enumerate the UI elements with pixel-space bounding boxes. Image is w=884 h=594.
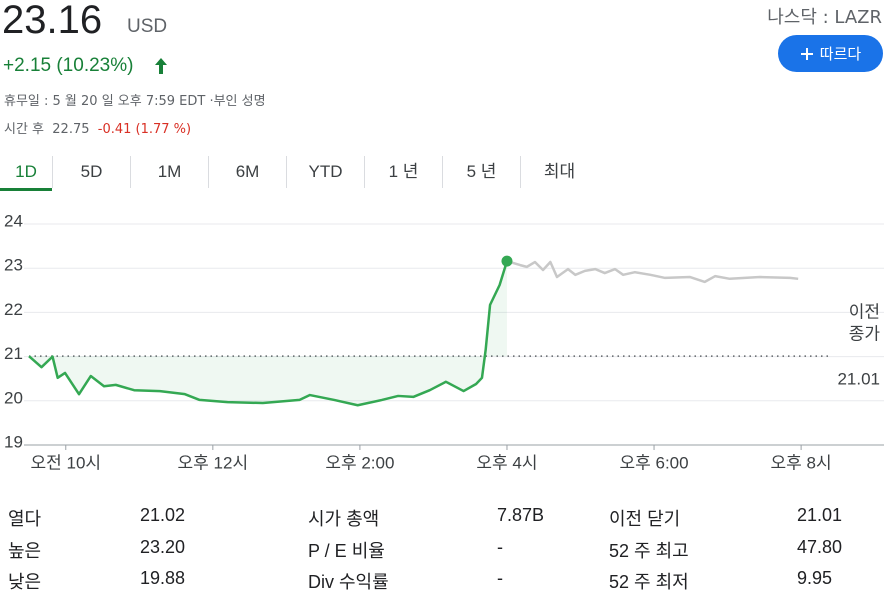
y-tick-label: 22 (4, 300, 23, 319)
range-tab[interactable]: 1 년 (364, 156, 442, 188)
price-line (506, 259, 799, 284)
y-tick-label: 21 (4, 344, 23, 363)
range-tab[interactable]: YTD (286, 156, 364, 188)
currency: USD (127, 16, 168, 37)
previous-close-label: 종가 (849, 325, 881, 344)
area (29, 261, 507, 406)
range-tab[interactable]: 1M (130, 156, 208, 188)
chart: 19 20 21 22 23 24 오전 10시 오후 12시 오후 2:00 오후 4시 오후 6… (4, 211, 884, 472)
stat-value: - (497, 568, 503, 588)
price: 23.16 (2, 0, 103, 42)
market-status: 휴무일 : 5 월 20 일 오후 7:59 EDT ·부인 성명 (4, 94, 266, 109)
stat-label: P / E 비율 (308, 541, 385, 561)
stat-label: 52 주 최고 (609, 541, 689, 561)
y-tick-label: 23 (4, 256, 23, 275)
x-tick-label: 오후 8시 (771, 453, 832, 472)
y-tick-label: 20 (4, 388, 23, 407)
stat-label: 높은 (8, 541, 42, 561)
plus-icon (800, 47, 813, 60)
stat-value: 47.80 (797, 537, 843, 557)
stat-value: 9.95 (797, 568, 833, 588)
after-hours-label: 시간 후 (4, 122, 45, 137)
up-arrow (155, 58, 167, 74)
after-hours-price: 22.75 (52, 122, 90, 137)
stat-label: 52 주 최저 (609, 572, 689, 592)
stat-label: 시가 총액 (308, 509, 380, 529)
price-line (28, 260, 509, 407)
after-hours: 시간 후 22.75 -0.41 (1.77 %) (4, 118, 191, 137)
stat-label: Div 수익률 (308, 572, 389, 592)
y-tick-label: 24 (4, 211, 23, 230)
exchange: 나스닥 : LAZR (767, 7, 882, 28)
x-tick-label: 오후 2:00 (325, 453, 394, 472)
range-tab[interactable]: 6M (208, 156, 286, 188)
previous-close-value: 21.01 (837, 370, 880, 389)
after-hours-change: -0.41 (1.77 %) (97, 122, 192, 137)
range-tab[interactable]: 최대 (520, 156, 598, 188)
range-tab[interactable]: 1D (0, 156, 52, 191)
follow-label: 따르다 (819, 45, 862, 63)
stat-value: 21.01 (797, 505, 843, 525)
y-tick-label: 19 (4, 432, 23, 451)
stat-value: 23.20 (140, 537, 186, 557)
stat-label: 열다 (8, 509, 42, 529)
stat-label: 낮은 (8, 572, 42, 592)
stat-label: 이전 닫기 (609, 509, 681, 529)
x-tick-label: 오후 6:00 (619, 453, 688, 472)
current-point (501, 255, 513, 267)
range-tab[interactable]: 5D (52, 156, 130, 188)
previous-close-label: 이전 (849, 303, 880, 322)
stat-value: 7.87B (497, 505, 545, 525)
follow-button[interactable]: 따르다 (778, 35, 883, 72)
range-tab[interactable]: 5 년 (442, 156, 520, 188)
x-tick-label: 오후 12시 (178, 453, 249, 472)
price-change: +2.15 (10.23%) (3, 55, 134, 76)
stat-value: - (497, 537, 503, 557)
x-tick-label: 오전 10시 (30, 453, 101, 472)
stat-value: 21.02 (140, 505, 186, 525)
x-tick-label: 오후 4시 (476, 453, 537, 472)
stat-value: 19.88 (140, 568, 186, 588)
